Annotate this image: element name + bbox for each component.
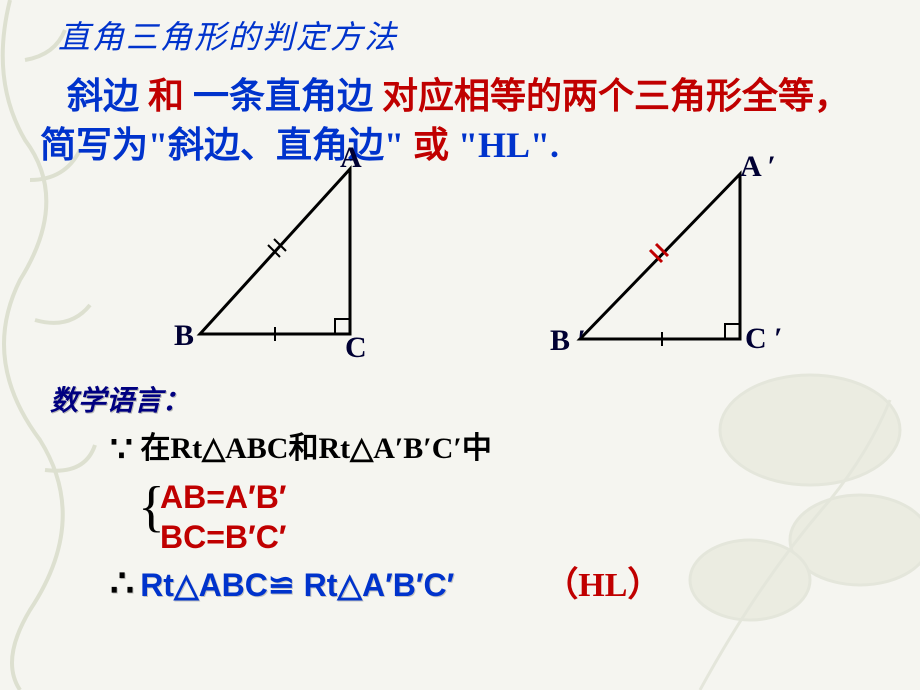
equation-bc: BC=B′C′ — [160, 517, 870, 557]
triangle-abc: A B C — [190, 159, 450, 359]
slide-content: 直角三角形的判定方法 斜边 和 一条直角边 对应相等的两个三角形全等， 简写为"… — [0, 0, 920, 690]
conclusion-row: ∴ Rt△ABC≌ Rt△A′B′C′ （HL） — [110, 557, 870, 606]
conclusion-text: Rt△ABC≌ Rt△A′B′C′ — [140, 566, 454, 604]
vertex-b-label: B — [174, 319, 194, 353]
theorem-part-leg: 一条直角边 — [193, 76, 373, 116]
vertex-c-prime-label: C ′ — [745, 322, 783, 356]
vertex-a-label: A — [340, 141, 362, 175]
math-language-label: 数学语言： — [50, 379, 870, 419]
page-title: 直角三角形的判定方法 — [58, 12, 870, 58]
since-symbol: ∵ — [110, 429, 133, 469]
equation-group: { AB=A′B′ BC=B′C′ — [160, 477, 870, 557]
therefore-symbol: ∴ — [110, 561, 134, 606]
triangle-abc-prime: A ′ B ′ C ′ — [550, 164, 810, 364]
triangle-figures: A B C A ′ B ′ C ′ — [50, 159, 870, 379]
triangle-abc-svg — [190, 159, 450, 359]
hl-label: （HL） — [544, 557, 661, 606]
theorem-part-hypotenuse: 斜边 — [67, 76, 139, 116]
proof-given-text: 在Rt△ABC和Rt△A′B′C′中 — [140, 432, 491, 465]
vertex-c-label: C — [345, 331, 367, 365]
theorem-part-and: 和 — [148, 76, 184, 116]
equation-ab: AB=A′B′ — [160, 477, 870, 517]
vertex-b-prime-label: B ′ — [550, 324, 586, 358]
vertex-a-prime-label: A ′ — [740, 150, 776, 184]
left-brace-icon: { — [138, 475, 165, 539]
theorem-part-congruent: 对应相等的两个三角形全等， — [382, 76, 850, 116]
proof-block: ∵ 在Rt△ABC和Rt△A′B′C′中 — [110, 423, 870, 475]
